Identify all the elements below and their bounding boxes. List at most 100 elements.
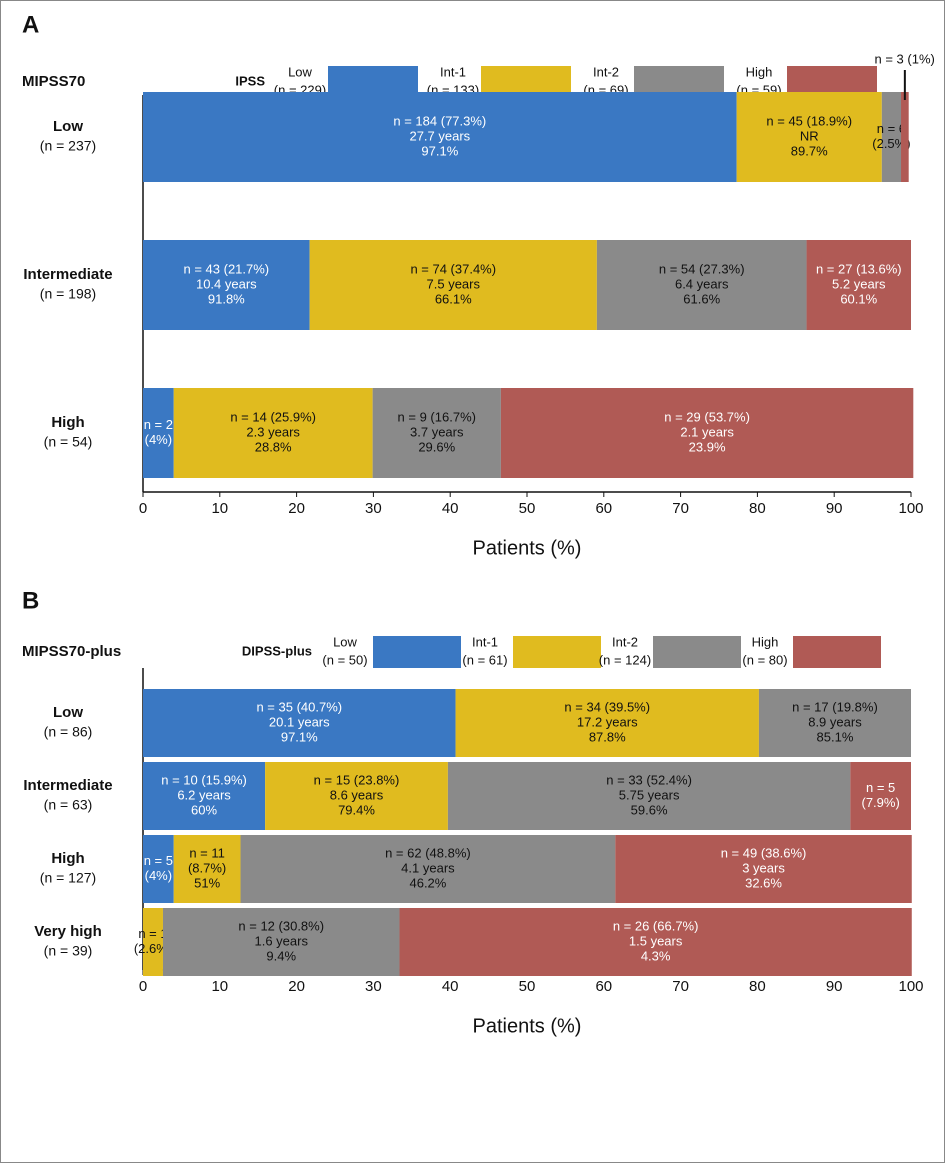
legend-count: (n = 61) [462,652,507,667]
value-label: 8.9 years [808,714,862,729]
value-label: n = 14 (25.9%) [230,409,316,424]
legend-label: Int-2 [593,64,619,79]
value-label: 17.2 years [577,714,638,729]
x-axis-label: Patients (%) [473,537,582,559]
panel-title: MIPSS70 [22,73,85,90]
value-label: 8.6 years [330,787,384,802]
category-label: High [51,850,84,867]
value-label: 46.2% [409,875,446,890]
legend-swatch [793,636,881,668]
category-label: Low [53,118,83,135]
legend-swatch [513,636,601,668]
legend-label: High [752,634,779,649]
x-tick-label: 70 [672,978,689,995]
x-tick-label: 10 [211,978,228,995]
x-tick-label: 50 [519,500,536,517]
bar-segment [162,908,400,976]
bar-segment [143,835,174,903]
value-label: 59.6% [631,802,668,817]
bar-segment [240,835,616,903]
bar-segment [143,240,310,330]
value-label: 2.3 years [246,424,300,439]
legend-count: (n = 50) [322,652,367,667]
category-label: High [51,414,84,431]
value-label: n = 45 (18.9%) [766,113,852,128]
x-tick-label: 90 [826,500,843,517]
value-label: 89.7% [791,143,828,158]
x-tick-label: 10 [211,500,228,517]
value-label: (2.6%) [134,941,172,956]
x-tick-label: 80 [749,500,766,517]
value-label: 6.4 years [675,276,729,291]
value-label: 5.75 years [619,787,680,802]
value-label: n = 54 (27.3%) [659,261,745,276]
value-label: 1.5 years [629,933,683,948]
x-tick-label: 90 [826,978,843,995]
legend-label: Int-1 [472,634,498,649]
value-label: n = 62 (48.8%) [385,845,471,860]
x-tick-label: 20 [288,978,305,995]
value-label: 97.1% [281,729,318,744]
x-tick-label: 70 [672,500,689,517]
value-label: 3 years [742,860,785,875]
x-tick-label: 50 [519,978,536,995]
legend-label: Int-1 [440,64,466,79]
value-label: (8.7%) [188,860,226,875]
value-label: 79.4% [338,802,375,817]
legend-label: Int-2 [612,634,638,649]
x-tick-label: 100 [898,978,923,995]
bar-segment [265,762,448,830]
bar-segment [596,240,807,330]
value-label: 51% [194,875,220,890]
value-label: 66.1% [435,291,472,306]
bar-segment [372,388,501,478]
value-label: 9.4% [266,948,296,963]
value-label: 29.6% [418,439,455,454]
bar-segment [615,835,912,903]
value-label: NR [800,128,819,143]
bar-segment [309,240,597,330]
value-label: 3.7 years [410,424,464,439]
value-label: n = 9 (16.7%) [398,409,476,424]
value-label: n = 43 (21.7%) [184,261,270,276]
value-label: 60.1% [840,291,877,306]
value-label: n = 35 (40.7%) [256,699,342,714]
bar-segment [143,908,163,976]
value-label: 85.1% [817,729,854,744]
value-label: n = 5 [866,780,895,795]
bar-segment [143,762,266,830]
value-label: 4.1 years [401,860,455,875]
category-count: (n = 86) [44,724,93,740]
bar-segment [850,762,911,830]
panel-letter: B [22,587,39,614]
value-label: 10.4 years [196,276,257,291]
x-tick-label: 40 [442,500,459,517]
value-label: 60% [191,802,217,817]
value-label: n = 3 (1%) [875,51,935,66]
value-label: n = 33 (52.4%) [606,772,692,787]
legend-label: High [746,64,773,79]
x-tick-label: 30 [365,500,382,517]
bar-segment [500,388,914,478]
bar-segment [881,92,902,182]
x-tick-label: 30 [365,978,382,995]
x-tick-label: 0 [139,500,147,517]
bar-segment [758,689,911,757]
value-label: n = 49 (38.6%) [721,845,807,860]
value-label: 23.9% [689,439,726,454]
value-label: (7.9%) [862,795,900,810]
legend-count: (n = 80) [742,652,787,667]
value-label: 61.6% [683,291,720,306]
value-label: n = 184 (77.3%) [393,113,486,128]
category-count: (n = 39) [44,943,93,959]
category-label: Very high [34,923,102,940]
legend-count: (n = 124) [599,652,651,667]
bar-segment [901,92,909,182]
value-label: n = 2 [144,417,173,432]
x-tick-label: 60 [595,500,612,517]
bar-segment [173,388,373,478]
value-label: 20.1 years [269,714,330,729]
bar-segment [143,689,456,757]
value-label: n = 1 [138,926,167,941]
